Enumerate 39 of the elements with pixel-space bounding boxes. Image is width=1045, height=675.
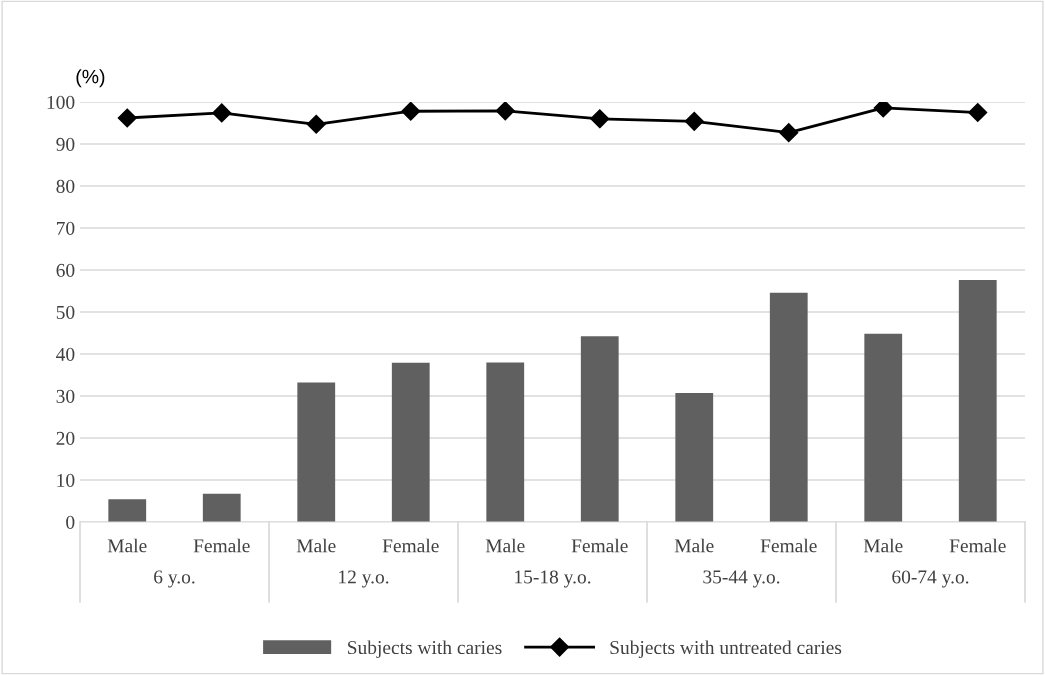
x-tick-label: Female <box>571 538 628 553</box>
bar <box>769 292 808 522</box>
text: 60-74 y.o. <box>892 570 969 588</box>
bar <box>108 499 147 522</box>
x-tick-label: Female <box>193 538 250 553</box>
y-tick-label: 60 <box>56 263 75 277</box>
bar <box>486 362 525 522</box>
x-tick-label: Male <box>485 538 525 553</box>
x-tick-label: Female <box>949 538 1006 553</box>
bar <box>864 333 903 522</box>
bar <box>202 493 241 522</box>
y-tick-label: 100 <box>47 95 75 109</box>
legend-label: Subjects with caries <box>348 640 502 659</box>
y-tick-label: 30 <box>56 389 75 403</box>
y-tick-label: 0 <box>66 515 75 529</box>
x-tick-label: Female <box>760 538 817 553</box>
text: 35-44 y.o. <box>703 570 780 588</box>
x-tick-label: Male <box>107 538 147 553</box>
x-tick-label: Male <box>674 538 714 553</box>
bar <box>580 336 619 522</box>
y-axis-title: (%) <box>76 69 105 88</box>
legend-label: Subjects with untreated caries <box>610 640 842 659</box>
x-tick-label: Male <box>296 538 336 553</box>
bar <box>391 362 430 522</box>
y-tick-label: 10 <box>57 473 75 487</box>
y-tick-label: 80 <box>56 179 75 193</box>
bar <box>675 393 714 522</box>
y-tick-label: 90 <box>56 137 75 151</box>
text: 15-18 y.o. <box>515 570 591 588</box>
y-tick-label: 20 <box>56 431 75 445</box>
bar <box>958 280 997 522</box>
text: 12 y.o. <box>339 570 389 588</box>
text: 6 y.o. <box>154 570 195 588</box>
x-tick-label: Male <box>863 538 903 553</box>
y-tick-label: 40 <box>56 347 75 361</box>
y-tick-label: 50 <box>56 305 75 319</box>
x-tick-label: Female <box>382 538 439 553</box>
y-tick-label: 70 <box>56 221 75 235</box>
bar <box>297 382 336 522</box>
